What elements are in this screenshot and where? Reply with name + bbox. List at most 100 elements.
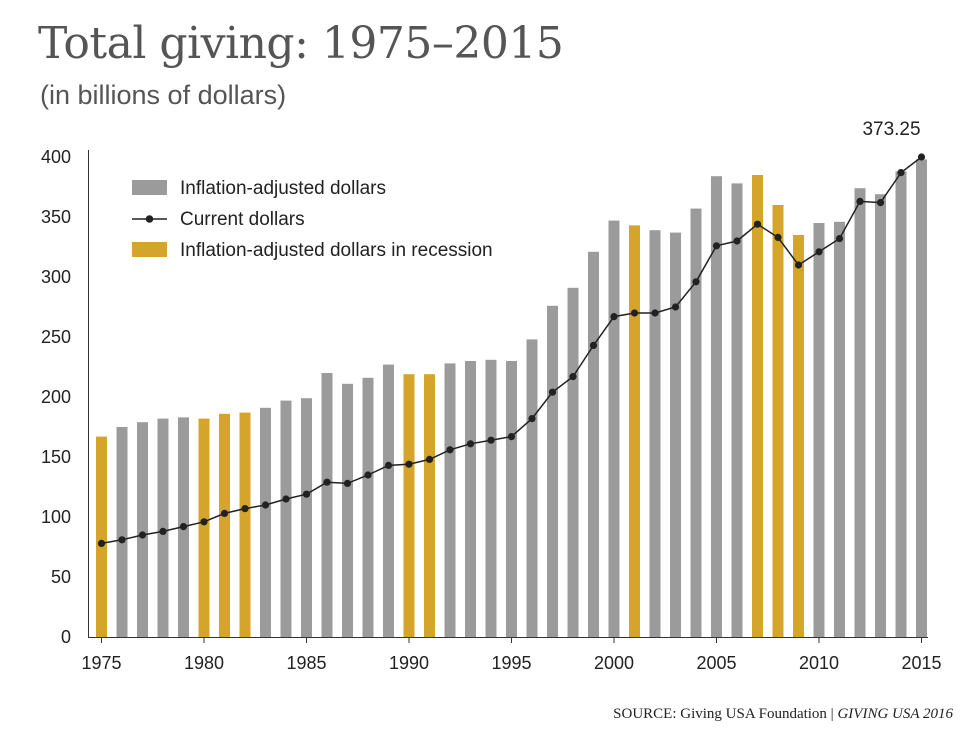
current-dollars-point (179, 523, 188, 531)
y-tick-label: 250 (41, 327, 71, 347)
current-dollars-point (712, 242, 721, 250)
bars-group (96, 159, 927, 638)
legend: Inflation-adjusted dollars Current dollar… (132, 178, 493, 261)
current-dollars-point (569, 373, 577, 381)
bar (670, 232, 681, 637)
x-tick-label: 1980 (184, 653, 224, 673)
bar (444, 363, 456, 637)
bar (137, 422, 148, 637)
x-tick-label: 2010 (799, 653, 839, 673)
chart-subtitle: (in billions of dollars) (40, 80, 287, 110)
current-dollars-line-group (97, 153, 926, 548)
current-dollars-point (487, 436, 495, 444)
y-tick-label: 400 (41, 147, 71, 167)
current-dollars-point (671, 303, 680, 311)
x-tick-label: 2005 (696, 653, 736, 673)
current-dollars-point (466, 440, 475, 448)
recession-bar (752, 175, 763, 637)
current-dollars-point (384, 461, 393, 469)
bar (711, 176, 722, 637)
bar (526, 339, 538, 637)
x-tick-label: 2015 (901, 653, 941, 673)
current-dollars-point (589, 341, 598, 349)
bar (116, 427, 128, 637)
bar (301, 398, 312, 637)
recession-bar (219, 413, 230, 637)
current-dollars-point (97, 539, 106, 548)
legend-label-current: Current dollars (180, 209, 305, 230)
bar (834, 221, 845, 638)
bar (588, 251, 599, 638)
y-tick-label: 50 (51, 567, 71, 587)
bar (649, 230, 661, 637)
current-dollars-point (323, 478, 331, 486)
current-dollars-point (220, 509, 229, 517)
current-dollars-point (364, 471, 372, 479)
recession-bar (403, 374, 415, 637)
current-dollars-point (917, 153, 926, 161)
x-tick-label: 1990 (389, 653, 429, 673)
bar (916, 159, 927, 637)
legend-swatch-inflation-adjusted (132, 180, 167, 195)
y-tick-label: 0 (61, 627, 71, 647)
current-dollars-point (692, 278, 700, 286)
current-dollars-point (815, 248, 823, 256)
axes-group: 0 50 100 150 200 250 300 350 400 1975 1980 1985 1990… (41, 147, 942, 673)
bar (547, 305, 558, 637)
recession-bar (239, 412, 251, 637)
current-dollars-point (897, 169, 905, 177)
recession-bar (96, 436, 107, 637)
current-dollars-point (651, 309, 659, 317)
bar (485, 359, 497, 637)
bar (690, 208, 702, 637)
x-tick-label: 1985 (286, 653, 326, 673)
current-dollars-point (610, 313, 618, 321)
current-dollars-point (118, 536, 126, 544)
annotations-group: 373.25 (862, 119, 920, 140)
bar (731, 183, 743, 637)
bar (362, 377, 374, 637)
current-dollars-point (528, 415, 536, 423)
bar (321, 373, 333, 637)
y-tick-label: 300 (41, 267, 71, 287)
current-dollars-point (774, 233, 782, 241)
current-dollars-point (159, 527, 167, 536)
y-tick-label: 150 (41, 447, 71, 467)
bar (260, 407, 271, 637)
x-tick-label: 1975 (81, 653, 121, 673)
recession-bar (772, 205, 784, 637)
bar (383, 364, 394, 637)
current-dollars-point (200, 518, 208, 526)
current-dollars-point (630, 309, 639, 317)
current-dollars-point (302, 490, 311, 498)
current-dollars-point (876, 199, 885, 207)
current-dollars-point (753, 220, 762, 228)
current-dollars-point (794, 261, 803, 269)
source-prefix: SOURCE: Giving USA Foundation | (613, 706, 838, 722)
y-tick-label: 100 (41, 507, 71, 527)
recession-bar (198, 418, 210, 637)
current-dollars-point (425, 455, 434, 463)
bar (506, 361, 517, 637)
bar (465, 361, 476, 637)
source-note: SOURCE: Giving USA Foundation | GIVING U… (613, 706, 953, 723)
current-dollars-point (241, 505, 249, 513)
bar (280, 400, 292, 637)
legend-label-inflation-adjusted: Inflation-adjusted dollars (180, 178, 386, 199)
source-publication: GIVING USA 2016 (837, 706, 953, 722)
current-dollars-point (282, 495, 290, 503)
value-annotation: 373.25 (862, 119, 920, 140)
bar (342, 383, 353, 637)
chart-title: Total giving: 1975–2015 (38, 18, 564, 69)
bar (813, 223, 825, 637)
x-tick-label: 1995 (491, 653, 531, 673)
bar (895, 171, 907, 637)
recession-bar (629, 225, 640, 637)
current-dollars-point (733, 237, 741, 245)
x-tick-label: 2000 (594, 653, 634, 673)
bar (854, 188, 866, 637)
current-dollars-point (856, 197, 864, 205)
current-dollars-point (507, 433, 516, 441)
current-dollars-point (548, 388, 557, 396)
